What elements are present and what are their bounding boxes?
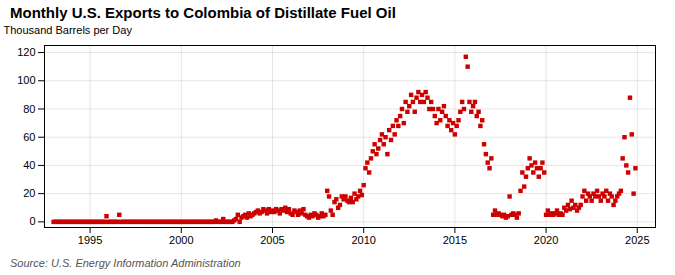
svg-text:40: 40 bbox=[23, 159, 35, 171]
svg-text:120: 120 bbox=[17, 46, 35, 58]
svg-text:2000: 2000 bbox=[169, 234, 193, 246]
svg-text:2015: 2015 bbox=[443, 234, 467, 246]
svg-text:0: 0 bbox=[29, 215, 35, 227]
svg-text:2010: 2010 bbox=[351, 234, 375, 246]
svg-text:80: 80 bbox=[23, 103, 35, 115]
svg-text:2025: 2025 bbox=[625, 234, 649, 246]
svg-text:20: 20 bbox=[23, 187, 35, 199]
svg-text:Thousand Barrels per Day: Thousand Barrels per Day bbox=[4, 24, 133, 36]
svg-text:2020: 2020 bbox=[534, 234, 558, 246]
svg-text:1995: 1995 bbox=[78, 234, 102, 246]
html-text:Monthly U.S. Exports to Colomb: Monthly U.S. Exports to Colombia of Dist… bbox=[10, 4, 396, 21]
svg-text:100: 100 bbox=[17, 74, 35, 86]
svg-text:60: 60 bbox=[23, 131, 35, 143]
svg-text:2005: 2005 bbox=[260, 234, 284, 246]
html-text:Source: U.S. Energy Informatio: Source: U.S. Energy Information Administ… bbox=[10, 257, 241, 269]
